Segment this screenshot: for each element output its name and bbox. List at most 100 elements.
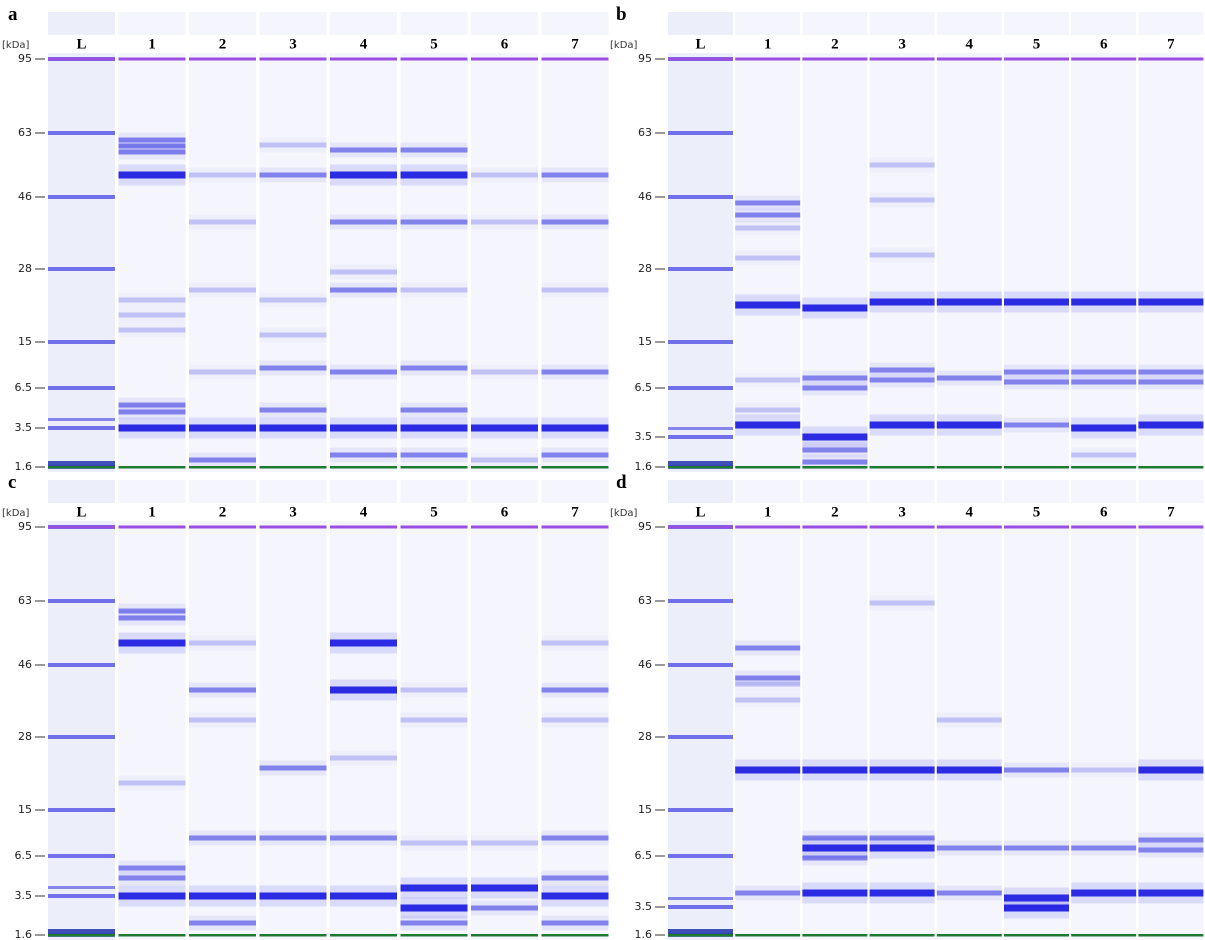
ladder-band — [48, 195, 115, 199]
lane — [870, 480, 935, 940]
band-halo — [735, 221, 800, 236]
band-halo — [189, 418, 256, 439]
band-halo — [1138, 883, 1203, 904]
lane — [471, 480, 538, 940]
lane-label: 5 — [430, 36, 438, 52]
band-halo — [1138, 292, 1203, 313]
unit-label: [kDa] — [2, 40, 30, 51]
marker-bottom — [330, 934, 397, 937]
band-halo — [735, 251, 800, 266]
band-halo — [937, 760, 1002, 781]
band-halo — [401, 448, 468, 463]
marker-bottom — [1004, 466, 1069, 469]
band-halo — [1071, 375, 1136, 390]
band-halo — [189, 886, 256, 907]
band-halo — [870, 415, 935, 436]
band-halo — [870, 760, 935, 781]
tick-label: 63 — [638, 594, 652, 607]
marker-bottom — [735, 934, 800, 937]
ladder-band — [48, 386, 115, 390]
tick-label: 28 — [638, 730, 652, 743]
band-halo — [735, 295, 800, 316]
band-halo — [119, 405, 186, 420]
ladder-band — [668, 663, 733, 667]
lane-label: 6 — [1100, 504, 1108, 520]
ladder-band — [668, 131, 733, 135]
lane-label: 3 — [898, 504, 906, 520]
lane-label: 4 — [360, 504, 368, 520]
band-halo — [260, 403, 327, 418]
tick-label: 46 — [18, 190, 32, 203]
tick-label: 95 — [18, 520, 32, 533]
band-halo — [542, 283, 609, 298]
ladder-band — [668, 599, 733, 603]
lane-label: L — [76, 504, 86, 520]
band-halo — [189, 636, 256, 651]
lane-label: 7 — [1167, 36, 1175, 52]
band-halo — [260, 293, 327, 308]
tick-label: 15 — [638, 335, 652, 348]
lane — [937, 12, 1002, 472]
marker-top — [401, 526, 468, 529]
marker-bottom — [542, 934, 609, 937]
marker-top — [870, 526, 935, 529]
band-halo — [735, 415, 800, 436]
marker-top — [802, 58, 867, 61]
gel-panel: d[kDa]L123456795634628156.53.51.6 — [610, 472, 1205, 940]
marker-top — [542, 526, 609, 529]
band-halo — [260, 761, 327, 776]
marker-bottom — [401, 466, 468, 469]
ladder-band — [668, 854, 733, 858]
tick-label: 6.5 — [15, 849, 33, 862]
ladder-band — [668, 427, 733, 430]
lane-label: 2 — [219, 504, 227, 520]
tick-label: 3.5 — [15, 421, 33, 434]
band-halo — [735, 373, 800, 388]
lane-header — [668, 503, 1205, 521]
band-halo — [260, 168, 327, 183]
tick-label: 3.5 — [635, 430, 653, 443]
marker-top — [937, 526, 1002, 529]
marker-bottom — [1138, 934, 1203, 937]
band-halo — [119, 776, 186, 791]
band-halo — [189, 215, 256, 230]
tick-label: 3.5 — [635, 900, 653, 913]
ladder-band — [668, 435, 733, 439]
lane — [260, 480, 327, 940]
lane-label: 4 — [966, 504, 974, 520]
marker-top — [1004, 526, 1069, 529]
band-halo — [937, 886, 1002, 901]
lane-label: 3 — [898, 36, 906, 52]
band-halo — [189, 683, 256, 698]
ladder-band — [48, 886, 115, 889]
tick-label: 1.6 — [635, 928, 653, 940]
band-halo — [735, 886, 800, 901]
band-halo — [119, 323, 186, 338]
panel-label: d — [616, 472, 627, 493]
band-halo — [870, 883, 935, 904]
band-halo — [189, 916, 256, 931]
band-halo — [1071, 292, 1136, 313]
gel-panel: b[kDa]L123456795634628156.53.51.6 — [610, 4, 1205, 473]
ladder-band — [48, 854, 115, 858]
band-halo — [401, 916, 468, 931]
ladder-band — [668, 905, 733, 909]
band-halo — [189, 831, 256, 846]
lane — [1071, 480, 1136, 940]
band-halo — [330, 886, 397, 907]
tick-label: 15 — [638, 803, 652, 816]
lane — [668, 480, 733, 940]
tick-label: 63 — [18, 594, 32, 607]
band-halo — [330, 143, 397, 158]
band-halo — [802, 298, 867, 319]
band-halo — [119, 871, 186, 886]
tick-label: 28 — [18, 262, 32, 275]
band-halo — [802, 381, 867, 396]
band-halo — [802, 883, 867, 904]
band-halo — [260, 328, 327, 343]
lane-label: 6 — [1100, 36, 1108, 52]
unit-label: [kDa] — [610, 40, 638, 51]
lane — [330, 12, 397, 472]
marker-top — [189, 526, 256, 529]
band-halo — [189, 453, 256, 468]
